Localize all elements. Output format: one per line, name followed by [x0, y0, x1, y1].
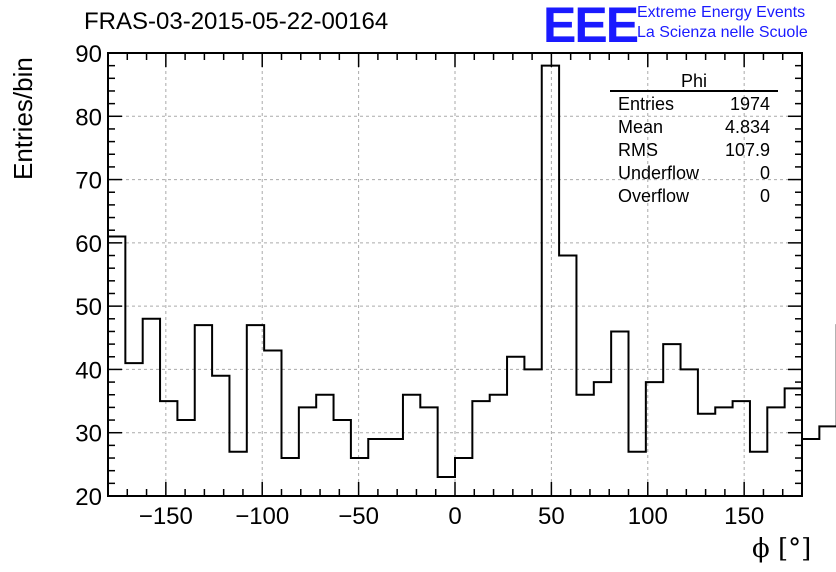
stats-row-value: 0: [760, 163, 770, 183]
y-tick-label: 90: [75, 41, 102, 68]
y-tick-label: 20: [75, 484, 102, 511]
x-axis-label: ϕ [°]: [752, 534, 812, 564]
y-tick-labels: 20 30 40 50 60 70 80 90: [75, 41, 102, 511]
stats-box-title: Phi: [681, 71, 707, 91]
stats-row-label: Mean: [618, 117, 663, 137]
stats-row-label: Entries: [618, 94, 674, 114]
y-axis-label: Entries/bin: [8, 57, 38, 180]
y-tick-label: 40: [75, 357, 102, 384]
stats-box-rows: Entries 1974 Mean 4.834 RMS 107.9 Underflow 0 Ov…: [618, 94, 770, 206]
y-tick-label: 60: [75, 231, 102, 258]
x-tick-label: −100: [235, 503, 289, 530]
grid-lines: [108, 53, 802, 496]
y-tick-label: 80: [75, 104, 102, 131]
x-tick-label: 100: [628, 503, 668, 530]
eee-logo: EEE: [543, 0, 639, 53]
stats-row-label: RMS: [618, 140, 658, 160]
y-tick-label: 50: [75, 294, 102, 321]
y-tick-label: 70: [75, 168, 102, 195]
x-tick-labels: −150 −100 −50 0 50 100 150: [139, 503, 764, 530]
x-tick-label: 150: [724, 503, 764, 530]
axis-ticks: [107, 52, 803, 497]
y-tick-label: 30: [75, 421, 102, 448]
stats-row-value: 1974: [730, 94, 770, 114]
stats-row-label: Overflow: [618, 186, 690, 206]
stats-row-value: 107.9: [725, 140, 770, 160]
stats-row-value: 0: [760, 186, 770, 206]
histogram-title: FRAS-03-2015-05-22-00164: [84, 8, 389, 35]
histogram-step-line: [107, 64, 836, 496]
x-tick-label: −150: [139, 503, 193, 530]
x-tick-label: 50: [538, 503, 565, 530]
stats-row-value: 4.834: [725, 117, 770, 137]
x-tick-label: −50: [338, 503, 379, 530]
logo-subtitle-line1: Extreme Energy Events: [637, 4, 806, 21]
stats-box: Phi Entries 1974 Mean 4.834 RMS 107.9 Underflo…: [610, 71, 778, 206]
logo-subtitle-line2: La Scienza nelle Scuole: [637, 24, 808, 41]
x-tick-label: 0: [448, 503, 461, 530]
stats-row-label: Underflow: [618, 163, 700, 183]
